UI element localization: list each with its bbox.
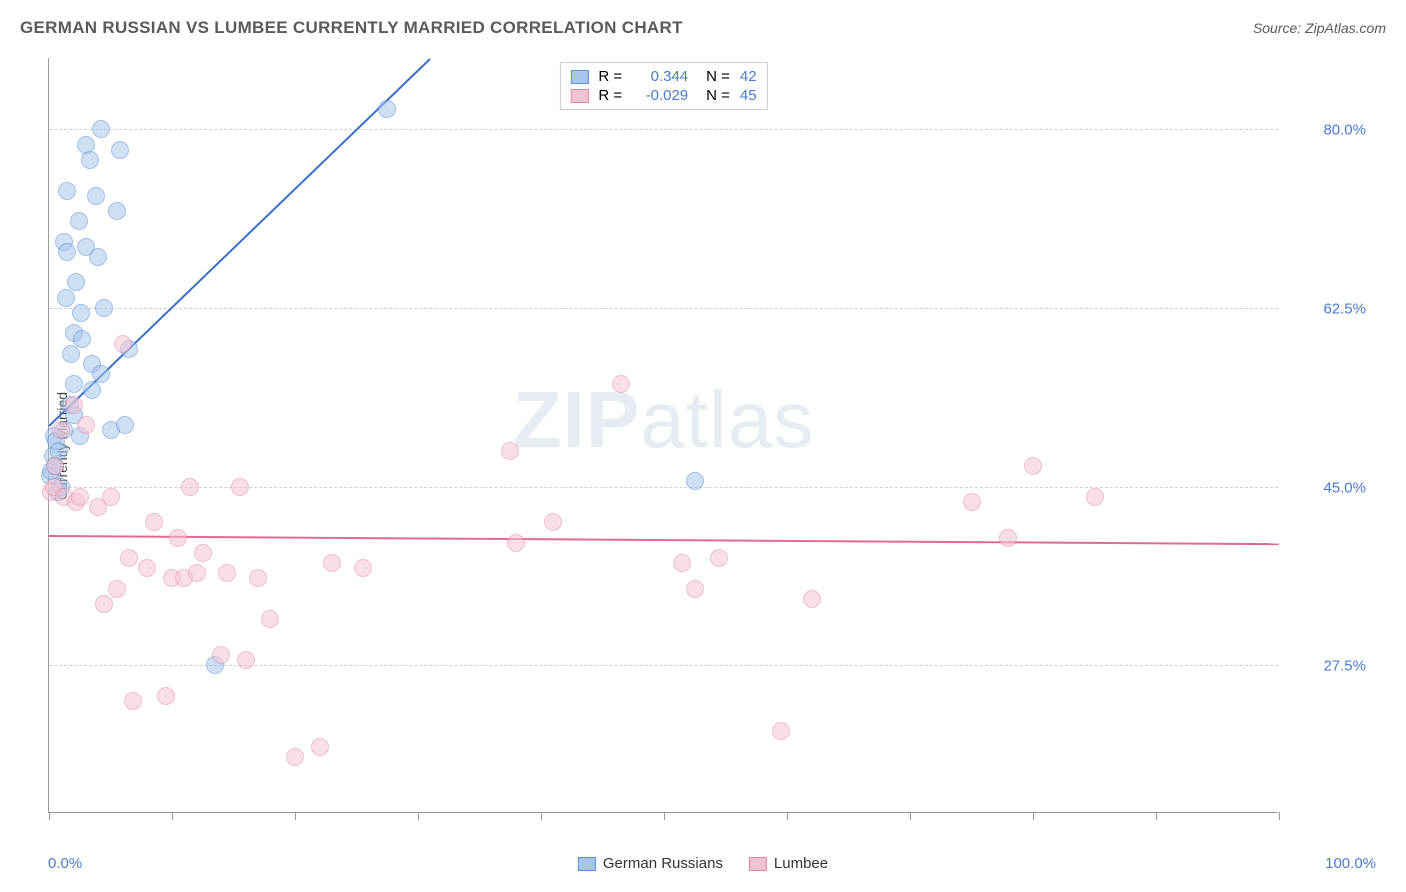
data-point: [169, 529, 187, 547]
data-point: [138, 559, 156, 577]
data-point: [803, 590, 821, 608]
trend-line: [49, 535, 1279, 545]
data-point: [57, 289, 75, 307]
data-point: [108, 580, 126, 598]
data-point: [237, 651, 255, 669]
legend-swatch: [570, 89, 588, 103]
scatter-chart: ZIPatlas R =0.344N =42R =-0.029N =45 80.…: [48, 58, 1278, 813]
data-point: [194, 544, 212, 562]
data-point: [114, 335, 132, 353]
data-point: [77, 416, 95, 434]
chart-title: GERMAN RUSSIAN VS LUMBEE CURRENTLY MARRI…: [20, 18, 683, 38]
x-tick: [1279, 812, 1280, 820]
data-point: [102, 488, 120, 506]
data-point: [92, 120, 110, 138]
x-tick: [1033, 812, 1034, 820]
x-tick: [49, 812, 50, 820]
data-point: [181, 478, 199, 496]
data-point: [323, 554, 341, 572]
x-tick: [664, 812, 665, 820]
watermark: ZIPatlas: [513, 374, 814, 466]
data-point: [261, 610, 279, 628]
data-point: [963, 493, 981, 511]
data-point: [89, 248, 107, 266]
data-point: [72, 304, 90, 322]
x-tick: [787, 812, 788, 820]
data-point: [231, 478, 249, 496]
data-point: [87, 187, 105, 205]
data-point: [70, 212, 88, 230]
series-legend-item: Lumbee: [749, 855, 828, 872]
x-axis-min-label: 0.0%: [48, 855, 82, 872]
x-tick: [910, 812, 911, 820]
data-point: [673, 554, 691, 572]
y-tick-label: 80.0%: [1286, 122, 1366, 139]
data-point: [544, 513, 562, 531]
data-point: [62, 345, 80, 363]
legend-row: R =-0.029N =45: [570, 86, 756, 105]
data-point: [311, 738, 329, 756]
data-point: [71, 488, 89, 506]
data-point: [124, 692, 142, 710]
data-point: [46, 457, 64, 475]
data-point: [286, 748, 304, 766]
data-point: [354, 559, 372, 577]
data-point: [212, 646, 230, 664]
x-tick: [1156, 812, 1157, 820]
data-point: [92, 365, 110, 383]
data-point: [507, 534, 525, 552]
legend-swatch: [570, 70, 588, 84]
legend-row: R =0.344N =42: [570, 67, 756, 86]
legend-swatch: [578, 857, 596, 871]
data-point: [120, 549, 138, 567]
data-point: [73, 330, 91, 348]
data-point: [83, 381, 101, 399]
data-point: [95, 595, 113, 613]
data-point: [116, 416, 134, 434]
x-tick: [418, 812, 419, 820]
data-point: [686, 472, 704, 490]
series-legend: German Russians Lumbee: [578, 855, 828, 872]
data-point: [378, 100, 396, 118]
data-point: [249, 569, 267, 587]
data-point: [1024, 457, 1042, 475]
data-point: [772, 722, 790, 740]
data-point: [95, 299, 113, 317]
data-point: [65, 396, 83, 414]
source-label: Source: ZipAtlas.com: [1253, 20, 1386, 36]
data-point: [999, 529, 1017, 547]
data-point: [108, 202, 126, 220]
data-point: [58, 182, 76, 200]
data-point: [218, 564, 236, 582]
data-point: [67, 273, 85, 291]
legend-swatch: [749, 857, 767, 871]
data-point: [58, 243, 76, 261]
series-legend-item: German Russians: [578, 855, 723, 872]
x-axis-max-label: 100.0%: [1325, 855, 1376, 872]
y-tick-label: 62.5%: [1286, 300, 1366, 317]
data-point: [52, 421, 70, 439]
y-tick-label: 45.0%: [1286, 479, 1366, 496]
gridline: 62.5%: [49, 308, 1278, 309]
data-point: [612, 375, 630, 393]
x-tick: [172, 812, 173, 820]
data-point: [188, 564, 206, 582]
data-point: [65, 375, 83, 393]
data-point: [710, 549, 728, 567]
data-point: [111, 141, 129, 159]
data-point: [157, 687, 175, 705]
data-point: [686, 580, 704, 598]
data-point: [1086, 488, 1104, 506]
y-tick-label: 27.5%: [1286, 658, 1366, 675]
correlation-legend: R =0.344N =42R =-0.029N =45: [559, 62, 767, 110]
gridline: 27.5%: [49, 665, 1278, 666]
data-point: [501, 442, 519, 460]
x-tick: [541, 812, 542, 820]
data-point: [81, 151, 99, 169]
data-point: [145, 513, 163, 531]
gridline: 80.0%: [49, 129, 1278, 130]
x-tick: [295, 812, 296, 820]
